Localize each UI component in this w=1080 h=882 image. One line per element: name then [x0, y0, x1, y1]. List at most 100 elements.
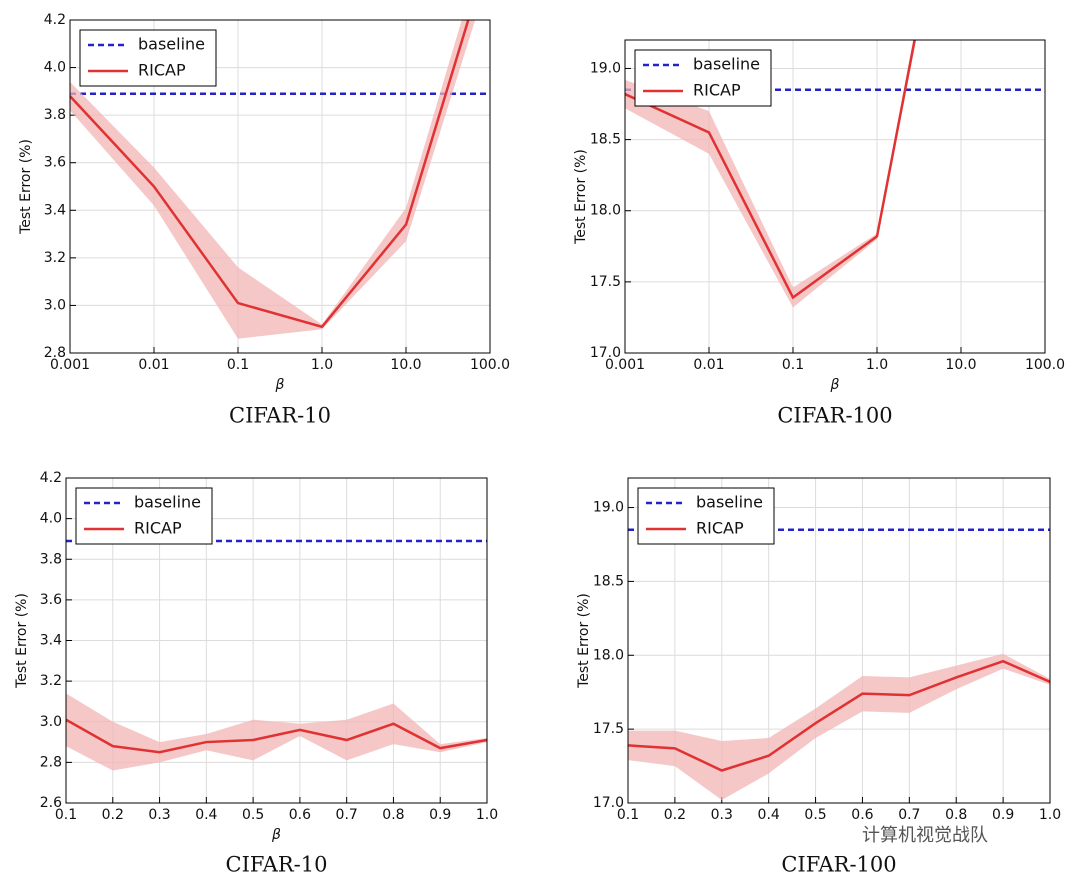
x-tick-label: 0.3 [148, 807, 170, 823]
watermark: 计算机视觉战队 [862, 825, 988, 846]
y-tick-label: 2.6 [40, 795, 62, 811]
x-tick-label: 1.0 [311, 357, 333, 373]
legend-label: RICAP [134, 519, 182, 538]
x-axis-label: β [830, 377, 840, 393]
x-tick-label: 0.9 [992, 807, 1014, 823]
error-band [956, 653, 1004, 690]
y-axis-label: Test Error (%) [18, 139, 34, 235]
legend: baseline RICAP [634, 49, 772, 107]
y-tick-label: 4.0 [40, 511, 62, 527]
x-tick-label: 100.0 [1025, 357, 1065, 373]
error-band [406, 20, 476, 242]
legend-box [637, 487, 775, 545]
x-tick-label: 0.1 [227, 357, 249, 373]
x-tick-label: 0.9 [429, 807, 451, 823]
y-tick-label: 18.0 [593, 647, 624, 663]
x-tick-label: 0.4 [195, 807, 217, 823]
error-band [112, 721, 160, 771]
y-tick-label: 2.8 [44, 345, 66, 361]
y-tick-label: 3.0 [44, 297, 66, 313]
x-tick-label: 0.001 [605, 357, 645, 373]
x-tick-label: 0.2 [664, 807, 686, 823]
y-tick-label: 3.6 [44, 155, 66, 171]
chart-caption: CIFAR-10 [229, 404, 331, 428]
subplot: 17.0 17.5 18.0 18.5 19.0 0.1 0.2 0.3 0.4 0.5 0.6 0.… [576, 477, 1061, 877]
error-band [628, 730, 675, 767]
legend-label: RICAP [696, 519, 744, 538]
x-tick-label: 0.5 [804, 807, 826, 823]
legend: baseline RICAP [75, 487, 213, 545]
subplot: 17.0 17.5 18.0 18.5 19.0 0.001 0.01 0.1 1.0 10.0 1… [573, 39, 1065, 428]
x-axis-label: β [271, 827, 281, 843]
x-tick-label: 0.4 [758, 807, 780, 823]
x-tick-label: 0.8 [382, 807, 404, 823]
x-tick-label: 1.0 [866, 357, 888, 373]
y-tick-label: 19.0 [593, 500, 624, 516]
legend-label: baseline [696, 493, 763, 512]
y-tick-label: 4.2 [44, 12, 66, 28]
x-tick-label: 0.01 [138, 357, 169, 373]
y-tick-label: 4.2 [40, 470, 62, 486]
x-tick-label: 0.8 [945, 807, 967, 823]
x-tick-label: 1.0 [476, 807, 498, 823]
y-tick-label: 17.5 [590, 274, 621, 290]
series-layer [625, 40, 1045, 308]
subplot: 2.8 3.0 3.2 3.4 3.6 3.8 4.0 4.2 0.001 0.01 0.1 1.0 1… [18, 12, 510, 428]
error-band [674, 730, 722, 801]
y-tick-label: 3.4 [44, 202, 66, 218]
series-line [625, 40, 916, 300]
y-tick-label: 3.0 [40, 714, 62, 730]
y-tick-label: 17.5 [593, 721, 624, 737]
y-tick-label: 18.0 [590, 203, 621, 219]
legend: baseline RICAP [79, 29, 217, 87]
x-tick-label: 10.0 [390, 357, 421, 373]
axes-frame [627, 477, 1051, 804]
x-tick-label: 0.001 [50, 357, 90, 373]
legend: baseline RICAP [637, 487, 775, 545]
y-tick-label: 3.6 [40, 592, 62, 608]
series-layer [66, 539, 487, 771]
x-axis-label: β [275, 377, 285, 393]
series-layer [70, 20, 490, 339]
legend-label: baseline [134, 493, 201, 512]
x-tick-label: 0.2 [102, 807, 124, 823]
error-band [393, 703, 441, 753]
legend-label: RICAP [693, 81, 741, 100]
axes-frame [69, 19, 491, 354]
x-tick-label: 1.0 [1039, 807, 1061, 823]
y-tick-label: 3.8 [40, 551, 62, 567]
y-tick-label: 3.2 [44, 250, 66, 266]
y-tick-label: 18.5 [593, 573, 624, 589]
x-tick-label: 0.7 [336, 807, 358, 823]
axes-frame [624, 39, 1046, 354]
x-tick-label: 0.6 [289, 807, 311, 823]
error-band [721, 738, 769, 801]
y-tick-label: 3.4 [40, 633, 62, 649]
legend-box [634, 49, 772, 107]
y-axis-label: Test Error (%) [576, 593, 592, 689]
error-band [322, 207, 406, 330]
x-tick-label: 0.01 [693, 357, 724, 373]
chart-caption: CIFAR-100 [781, 853, 896, 877]
error-band [253, 719, 300, 761]
x-tick-label: 0.3 [711, 807, 733, 823]
legend-label: RICAP [138, 61, 186, 80]
x-tick-label: 0.5 [242, 807, 264, 823]
x-tick-label: 0.7 [898, 807, 920, 823]
error-band [909, 665, 957, 713]
x-tick-label: 0.6 [851, 807, 873, 823]
x-tick-label: 0.1 [782, 357, 804, 373]
y-axis-label: Test Error (%) [573, 149, 589, 245]
y-tick-label: 19.0 [590, 60, 621, 76]
y-tick-label: 3.8 [44, 107, 66, 123]
subplot: 2.6 2.8 3.0 3.2 3.4 3.6 3.8 4.0 4.2 0.1 0.2 0.3 0.4 0… [14, 470, 498, 877]
y-axis-label: Test Error (%) [14, 593, 30, 689]
x-tick-label: 0.1 [617, 807, 639, 823]
y-tick-label: 18.5 [590, 132, 621, 148]
legend-label: baseline [138, 35, 205, 54]
error-band [299, 719, 347, 761]
axes-frame [65, 477, 488, 804]
y-tick-label: 4.0 [44, 60, 66, 76]
series-line [628, 659, 1050, 772]
